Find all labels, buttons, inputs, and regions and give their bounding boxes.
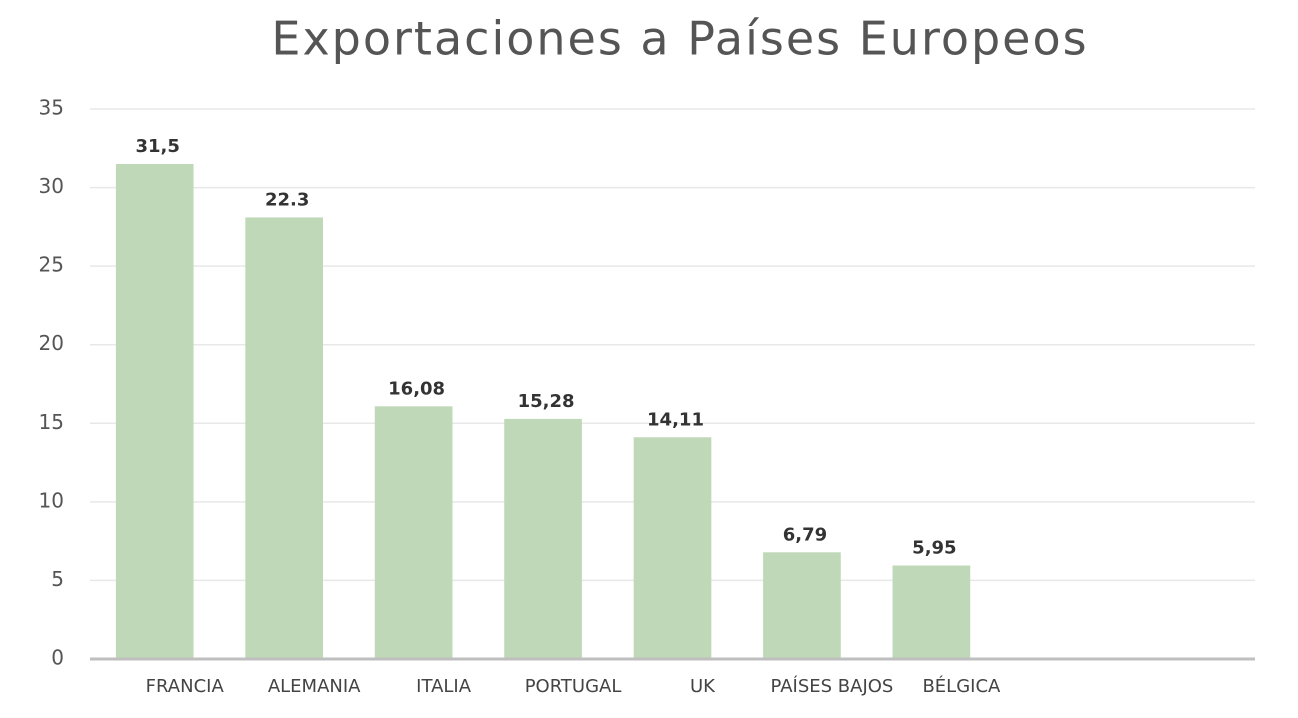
x-tick-label: PAÍSES BAJOS [771, 675, 894, 697]
y-tick-label: 5 [51, 567, 64, 591]
x-tick-label: BÉLGICA [922, 675, 1001, 697]
y-tick-label: 15 [39, 410, 64, 434]
data-label: 6,79 [783, 524, 827, 545]
bar [892, 565, 971, 659]
y-tick-label: 35 [39, 96, 64, 120]
x-tick-label: FRANCIA [146, 676, 225, 697]
x-tick-label: PORTUGAL [525, 676, 622, 697]
x-tick-label: ALEMANIA [268, 676, 361, 697]
bar [504, 418, 582, 659]
bar [374, 406, 453, 659]
bar [245, 217, 323, 659]
chart-title: Exportaciones a Países Europeos [271, 12, 1088, 66]
y-tick-label: 30 [39, 174, 64, 198]
x-tick-label: UK [690, 676, 716, 697]
data-label: 31,5 [136, 136, 180, 157]
y-tick-label: 20 [39, 331, 64, 355]
y-tick-label: 10 [39, 488, 64, 512]
bar [115, 164, 194, 659]
data-label: 5,95 [912, 538, 956, 559]
data-label: 15,28 [518, 391, 575, 412]
bar [763, 552, 841, 659]
data-label: 22.3 [265, 189, 309, 210]
x-tick-label: ITALIA [416, 676, 472, 697]
y-tick-label: 0 [51, 646, 64, 670]
data-label: 16,08 [388, 378, 445, 399]
data-label: 14,11 [647, 409, 704, 430]
y-tick-label: 25 [39, 253, 64, 277]
bar [633, 437, 712, 659]
